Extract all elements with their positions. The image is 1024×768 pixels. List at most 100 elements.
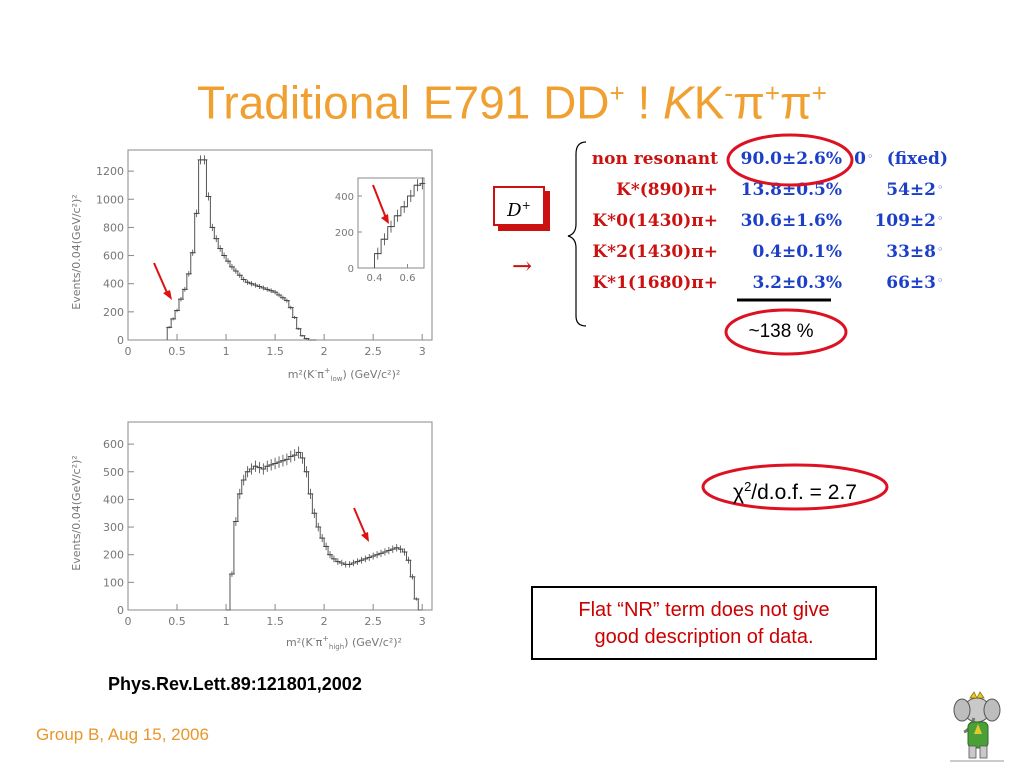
- note-line-2: good description of data.: [594, 626, 814, 648]
- data-point: [209, 223, 216, 231]
- x-tick-label: 2.5: [364, 345, 382, 358]
- data-point: [276, 292, 283, 298]
- highlight-sum: [724, 308, 848, 356]
- babar-elephant-logo: [950, 691, 1004, 762]
- red-arrow-inset-head: [381, 214, 389, 224]
- data-point: [213, 235, 220, 243]
- data-point: [303, 466, 310, 478]
- x-tick-label: 1.5: [266, 615, 284, 628]
- data-point: [260, 463, 267, 475]
- x-tick-label: 2: [321, 615, 328, 628]
- fit-phase: 0: [854, 149, 866, 169]
- phase-unit: ◦: [937, 243, 944, 256]
- data-point: [232, 517, 239, 526]
- fit-phase: 33±8: [886, 242, 936, 262]
- data-point: [330, 555, 337, 563]
- data-point: [299, 334, 306, 337]
- x-tick-label: 0: [125, 345, 132, 358]
- data-point: [201, 155, 208, 165]
- fit-table-row: K*1(1680)π+ 3.2±0.3% 66±3 ◦: [592, 273, 943, 293]
- y-tick-label: 0: [117, 334, 124, 347]
- data-point: [327, 551, 334, 559]
- y-tick-label: 0: [117, 604, 124, 617]
- data-point: [299, 452, 306, 464]
- fit-fixed-note: (fixed): [887, 149, 948, 169]
- data-point: [389, 545, 396, 553]
- fit-fraction: 3.2±0.3%: [752, 273, 842, 293]
- dplus-label-box: D+: [493, 186, 550, 231]
- data-point: [256, 284, 263, 289]
- data-point: [362, 555, 369, 563]
- note-line-1: Flat “NR” term does not give: [578, 599, 830, 621]
- data-point: [283, 298, 290, 303]
- fit-fraction: 90.0±2.6%: [741, 149, 842, 169]
- data-point: [225, 258, 232, 265]
- data-point: [170, 317, 177, 321]
- data-point: [174, 308, 181, 313]
- chi2-result: χ2/d.o.f. = 2.7: [733, 479, 857, 504]
- x-tick-label: 0.5: [168, 615, 186, 628]
- data-point: [295, 446, 302, 459]
- data-point: [350, 559, 357, 567]
- data-point: [315, 522, 322, 532]
- data-point: [268, 288, 275, 294]
- highlight-nr-fraction: [726, 133, 854, 187]
- data-point: [370, 552, 377, 560]
- x-tick-label: 1.5: [266, 345, 284, 358]
- data-point: [264, 286, 271, 292]
- histogram-high-mass: 0 0.5 1 1.5 2 2.5 3 0 100 200 300 400 500 600 m²(K-π+…: [70, 421, 433, 651]
- x-tick-label: 0: [125, 615, 132, 628]
- fit-fraction: 0.4±0.1%: [752, 242, 842, 262]
- highlight-chi2: [701, 463, 889, 511]
- data-point: [358, 556, 365, 564]
- inset-data-point: [381, 233, 388, 246]
- data-point: [189, 249, 196, 256]
- y-tick-label: 400: [103, 493, 124, 506]
- data-point: [228, 263, 235, 270]
- data-point: [338, 559, 345, 567]
- y-tick-label: 200: [103, 549, 124, 562]
- x-tick-label: 3: [419, 345, 426, 358]
- inset-y-tick-label: 400: [335, 192, 354, 203]
- data-point: [256, 461, 263, 474]
- conclusion-note: Flat “NR” term does not give good descri…: [531, 586, 877, 660]
- data-point: [303, 337, 310, 340]
- fit-phase: 109±2: [874, 211, 936, 231]
- y-tick-label: 400: [103, 278, 124, 291]
- data-point: [397, 545, 404, 553]
- table-brace: [567, 141, 587, 327]
- slide-title: Traditional E791 DD+ ! KK-π+π+: [197, 76, 827, 129]
- data-point: [378, 549, 385, 557]
- inset-data-point: [407, 190, 414, 202]
- data-point: [381, 548, 388, 556]
- data-point: [291, 315, 298, 320]
- inset-data-point: [388, 220, 394, 233]
- resonance-name: non resonant: [592, 149, 718, 169]
- phase-unit: ◦: [937, 274, 944, 287]
- y-tick-label: 1200: [96, 165, 124, 178]
- fit-table-row: K*2(1430)π+ 0.4±0.1% 33±8 ◦: [592, 242, 943, 262]
- data-point: [244, 466, 251, 478]
- data-point: [248, 281, 255, 287]
- data-point: [323, 542, 330, 551]
- inset-data-point: [394, 209, 401, 222]
- decay-arrow: →: [512, 252, 533, 280]
- y-tick-label: 200: [103, 306, 124, 319]
- y-axis-label: Events/0.04(GeV/c²)²: [70, 194, 83, 309]
- data-point: [366, 554, 373, 561]
- x-tick-label: 0.5: [168, 345, 186, 358]
- data-point: [193, 209, 200, 218]
- x-tick-label: 2.5: [364, 615, 382, 628]
- phase-unit: ◦: [867, 150, 874, 163]
- data-point: [221, 252, 228, 259]
- data-point: [185, 271, 192, 277]
- data-point: [166, 326, 173, 329]
- data-point: [272, 289, 279, 295]
- data-point: [374, 551, 381, 559]
- data-point: [413, 597, 420, 601]
- data-point: [346, 561, 353, 568]
- y-tick-label: 500: [103, 466, 124, 479]
- phase-unit: ◦: [937, 181, 944, 194]
- data-point: [334, 558, 341, 565]
